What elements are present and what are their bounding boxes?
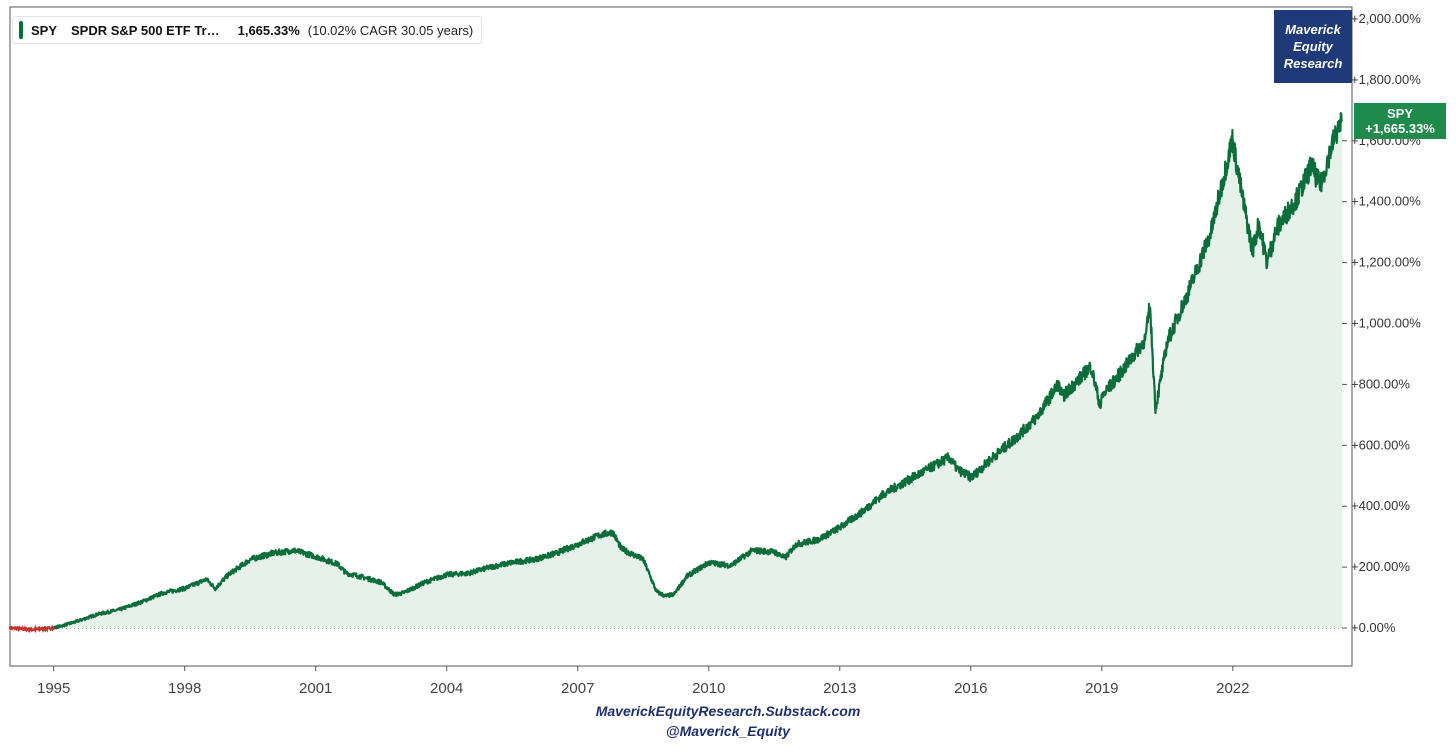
y-tick-label: +0.00%	[1351, 620, 1396, 635]
legend-total-return: 1,665.33%	[237, 22, 300, 38]
area-fill	[10, 113, 1342, 631]
x-tick-label: 2022	[1216, 680, 1249, 697]
series-line-spy	[8, 112, 1343, 632]
y-tick-label: +1,800.00%	[1351, 72, 1421, 87]
x-axis: 1995 1998 2001 2004 2007 2010 2013 2016 2019 2022	[37, 666, 1250, 697]
brand-line-2: Equity	[1293, 39, 1333, 54]
x-tick-label: 2019	[1085, 680, 1118, 697]
y-tick-label: +400.00%	[1351, 498, 1410, 513]
footer-website: MaverickEquityResearch.Substack.com	[595, 703, 861, 719]
brand-line-1: Maverick	[1285, 22, 1341, 37]
x-tick-label: 2004	[430, 680, 463, 697]
y-tick-label: +1,200.00%	[1351, 255, 1421, 270]
y-tick-label: +200.00%	[1351, 559, 1410, 574]
brand-logo-box: Maverick Equity Research	[1274, 10, 1352, 83]
legend-ticker: SPY	[31, 22, 58, 38]
legend-cagr: (10.02% CAGR 30.05 years)	[307, 22, 474, 38]
series-line-negative-segment	[9, 624, 55, 634]
legend-series-name: SPDR S&P 500 ETF Tr…	[71, 22, 220, 38]
x-tick-label: 2010	[692, 680, 725, 697]
x-tick-label: 1995	[37, 680, 70, 697]
brand-line-3: Research	[1283, 56, 1343, 71]
x-tick-label: 1998	[168, 680, 201, 697]
badge-ticker: SPY	[1386, 106, 1413, 121]
legend: SPY SPDR S&P 500 ETF Tr… 1,665.33% (10.0…	[12, 16, 483, 44]
legend-swatch	[19, 21, 23, 39]
x-tick-label: 2001	[299, 680, 332, 697]
y-tick-label: +1,400.00%	[1351, 194, 1421, 209]
badge-value: +1,665.33%	[1365, 121, 1435, 136]
x-tick-label: 2013	[823, 680, 856, 697]
y-tick-label: +600.00%	[1351, 437, 1410, 452]
x-tick-label: 2007	[561, 680, 594, 697]
y-tick-label: +1,000.00%	[1351, 316, 1421, 331]
y-tick-label: +800.00%	[1351, 376, 1410, 391]
footer-handle: @Maverick_Equity	[665, 723, 791, 739]
last-value-badge: SPY +1,665.33%	[1354, 103, 1446, 139]
y-tick-label: +2,000.00%	[1351, 11, 1421, 26]
plot-frame	[9, 6, 1353, 667]
x-tick-label: 2016	[954, 680, 987, 697]
